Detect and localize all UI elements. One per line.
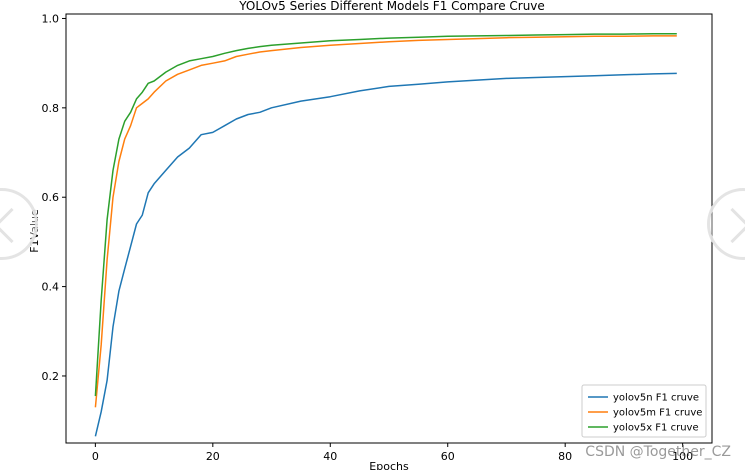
watermark: CSDN @Together_CZ	[585, 444, 731, 460]
x-tick-label: 20	[206, 450, 220, 463]
plot-frame	[65, 13, 713, 444]
series-line-2	[94, 35, 677, 408]
y-tick-label: 0.2	[42, 370, 60, 383]
x-tick-label: 80	[558, 450, 572, 463]
plot-area: 0 20 40 60 80 100 0.2 0.4 0.6 0.8 1.0	[42, 12, 713, 463]
series-line-3	[94, 32, 677, 397]
chevron-left-icon	[0, 207, 30, 244]
chart-title: YOLOv5 Series Different Models F1 Compar…	[238, 0, 545, 13]
legend-label-1: yolov5n F1 cruve	[613, 393, 699, 404]
series-line-1	[94, 72, 677, 437]
chevron-right-icon	[714, 207, 745, 244]
legend: yolov5n F1 cruve yolov5m F1 cruve yolov5x …	[581, 384, 707, 438]
y-tick-label: 0.4	[42, 281, 60, 294]
y-tick-label: 0.8	[42, 102, 60, 115]
x-tick-label: 0	[92, 450, 99, 463]
y-tick-label: 1.0	[42, 12, 60, 25]
legend-box	[581, 384, 707, 438]
x-axis-label: Epochs	[369, 460, 409, 470]
legend-label-2: yolov5m F1 cruve	[613, 408, 702, 419]
x-tick-label: 60	[441, 450, 455, 463]
y-tick-label: 0.6	[42, 191, 60, 204]
x-tick-label: 100	[672, 450, 693, 463]
x-tick-label: 40	[323, 450, 337, 463]
legend-label-3: yolov5x F1 cruve	[613, 423, 699, 434]
